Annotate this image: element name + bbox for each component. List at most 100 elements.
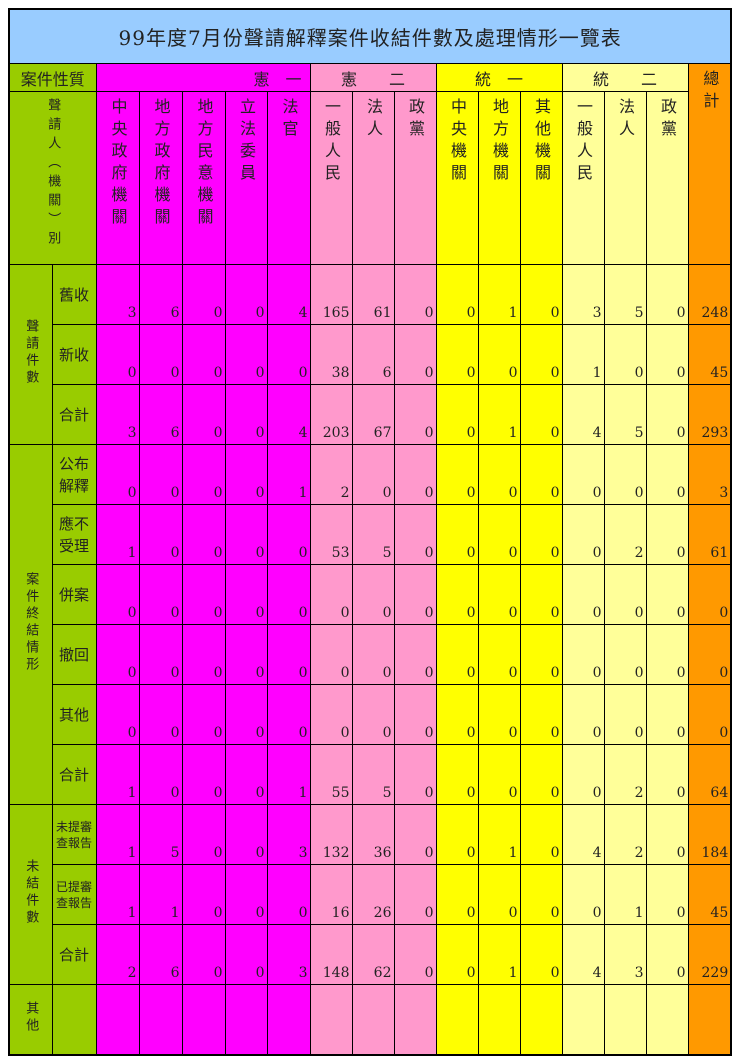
value-cell: 132 [309,804,353,865]
value-cell: 0 [138,444,183,505]
value-cell: 0 [181,324,226,385]
value-cell: 0 [603,624,647,685]
value-cell [393,984,437,1056]
value-cell: 2 [603,804,647,865]
row-label: 撤回 [51,624,97,685]
value-cell: 0 [645,444,689,505]
row-label: 公布解釋 [51,444,97,505]
column-header: 政黨 [645,91,689,265]
value-cell: 3 [266,924,311,985]
value-cell: 0 [477,624,521,685]
value-cell: 0 [435,804,479,865]
column-header-label: 地方政府機關 [151,98,171,230]
value-cell: 0 [266,624,311,685]
value-cell: 6 [351,324,395,385]
row-label: 已提審查報告 [51,864,97,925]
section-label: 其他 [8,984,53,1056]
value-cell: 0 [351,684,395,745]
value-cell: 1 [266,444,311,505]
column-header: 立法委員 [224,91,268,265]
value-cell: 0 [95,564,140,625]
value-cell: 0 [645,324,689,385]
value-cell: 0 [309,564,353,625]
value-cell: 0 [435,924,479,985]
value-cell: 0 [224,264,268,325]
table-row: 案件終結情形 公布解釋 0 0 0 0 1 2 0 0 0 0 0 0 0 0 3 [8,444,732,805]
row-label: 應不受理 [51,504,97,565]
value-cell: 0 [138,564,183,625]
value-cell: 6 [138,924,183,985]
value-cell: 0 [224,324,268,385]
row-label: 併案 [51,564,97,625]
value-cell: 53 [309,504,353,565]
value-cell: 0 [393,504,437,565]
column-header: 政黨 [393,91,437,265]
value-cell: 0 [224,804,268,865]
value-cell: 0 [477,324,521,385]
value-cell: 1 [477,384,521,445]
value-cell: 4 [266,264,311,325]
value-cell: 0 [181,804,226,865]
section-label-text: 案件終結情形 [23,571,39,674]
column-header-label: 政黨 [658,98,677,142]
value-cell: 0 [351,444,395,505]
value-cell: 5 [351,504,395,565]
value-cell: 0 [181,564,226,625]
value-cell: 0 [393,324,437,385]
column-header: 地方政府機關 [138,91,183,265]
value-cell: 0 [645,924,689,985]
value-cell: 0 [224,444,268,505]
value-cell: 0 [519,564,563,625]
value-cell: 0 [266,684,311,745]
value-cell: 0 [181,264,226,325]
value-cell: 0 [645,864,689,925]
total-cell: 293 [687,384,732,445]
value-cell: 0 [138,684,183,745]
value-cell: 0 [393,924,437,985]
value-cell: 0 [224,504,268,565]
column-header: 地方民意機關 [181,91,226,265]
value-cell: 0 [351,564,395,625]
value-cell: 203 [309,384,353,445]
value-cell: 5 [351,744,395,805]
value-cell: 0 [138,504,183,565]
value-cell: 0 [95,684,140,745]
value-cell: 0 [477,684,521,745]
row-label: 合計 [51,384,97,445]
total-cell: 3 [687,444,732,505]
value-cell: 4 [561,384,605,445]
value-cell: 0 [561,504,605,565]
value-cell: 1 [138,864,183,925]
value-cell [435,984,479,1056]
table-row: 合計 2 6 0 0 3 148 62 0 0 1 0 4 3 0 229 [9,924,732,985]
value-cell: 1 [477,924,521,985]
value-cell: 62 [351,924,395,985]
value-cell: 0 [393,744,437,805]
column-header-label: 法人 [364,98,383,142]
total-cell: 184 [687,804,732,865]
value-cell [561,984,605,1056]
column-header-label: 地方機關 [490,98,509,186]
value-cell: 0 [181,504,226,565]
value-cell: 1 [95,804,140,865]
table-row: 併案 0 0 0 0 0 0 0 0 0 0 0 0 0 0 0 [9,564,732,625]
value-cell: 1 [603,864,647,925]
value-cell: 61 [351,264,395,325]
value-cell: 0 [519,324,563,385]
total-header: 總計 [687,63,732,265]
section-label-text: 其他 [23,1000,39,1035]
value-cell: 0 [95,324,140,385]
value-cell: 0 [95,624,140,685]
value-cell: 5 [603,264,647,325]
column-header: 法人 [603,91,647,265]
value-cell: 2 [603,504,647,565]
value-cell: 0 [435,504,479,565]
value-cell: 4 [561,804,605,865]
value-cell: 3 [266,804,311,865]
value-cell: 5 [603,384,647,445]
row-label: 合計 [51,924,97,985]
value-cell: 0 [519,504,563,565]
value-cell: 1 [477,264,521,325]
value-cell: 4 [266,384,311,445]
value-cell [138,984,183,1056]
